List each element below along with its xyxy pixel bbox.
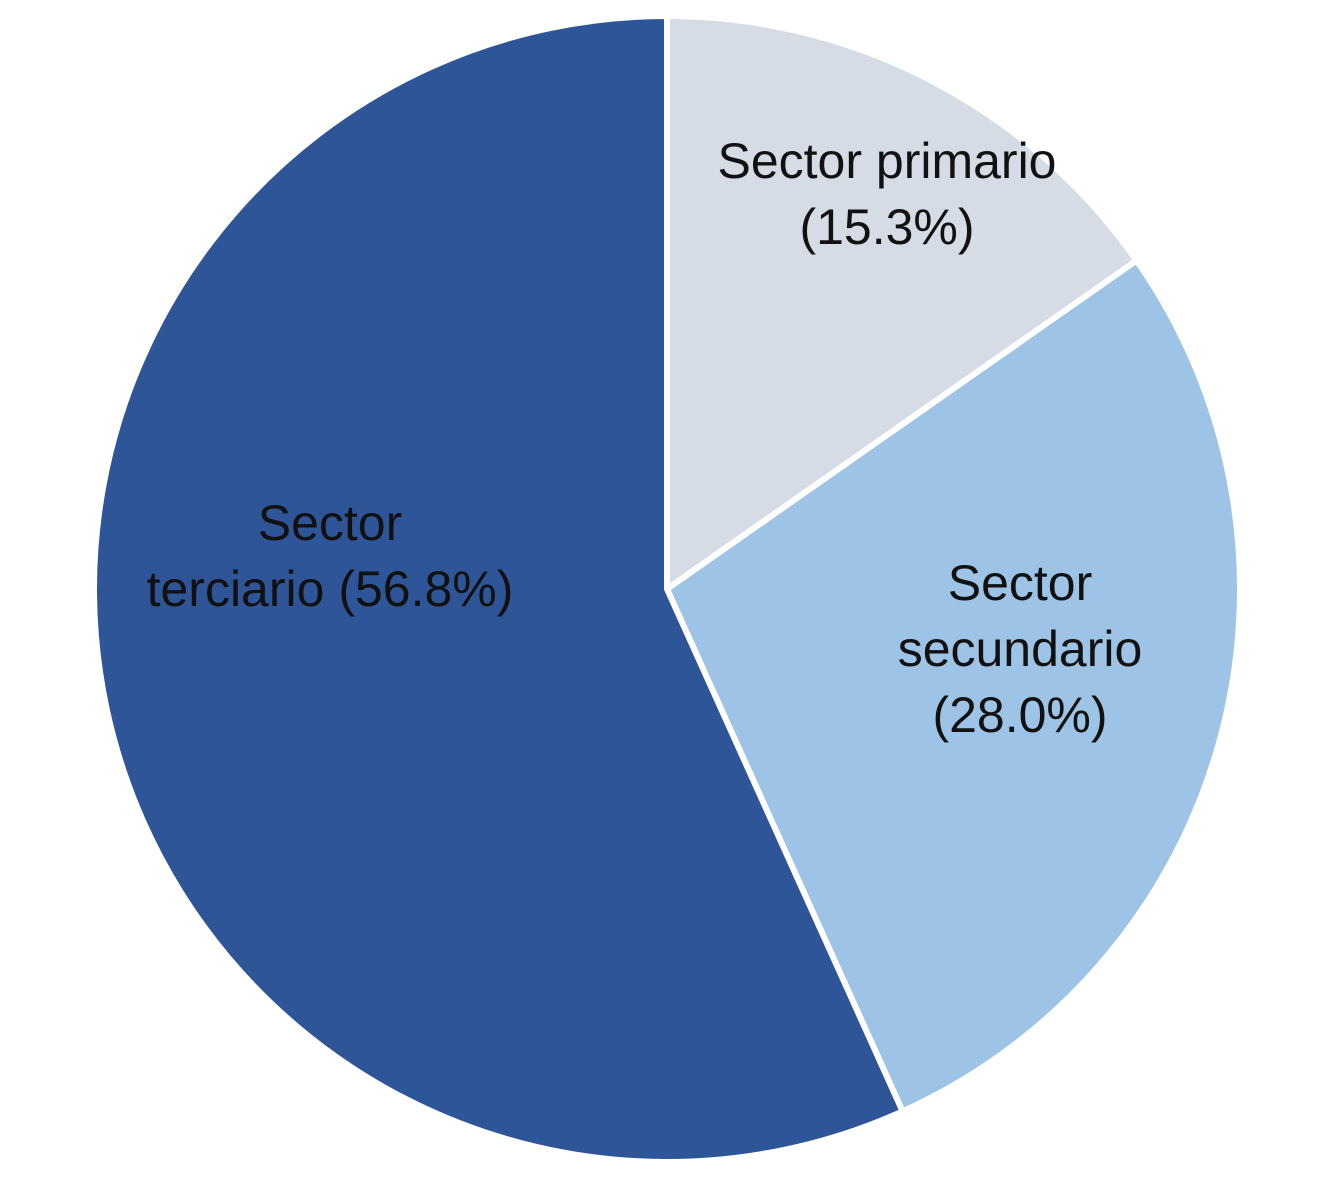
slice-label-sector-primario: Sector primario (15.3%) [718,133,1057,255]
slice-label-line: Sector [948,555,1093,611]
slice-label-line: terciario (56.8%) [147,561,514,617]
pie-labels: Sector primario (15.3%) Sector secundario (2… [147,133,1143,743]
slice-label-sector-secundario: Sector secundario (28.0%) [898,555,1143,743]
slice-label-sector-terciario: Sector terciario (56.8%) [147,495,514,617]
slice-label-line: Sector primario [718,133,1057,189]
pie-slice-sector-terciario [91,13,906,1165]
pie-slice-sector-secundario [664,257,1243,1115]
slice-label-line: Sector [258,495,403,551]
slice-label-line: secundario [898,621,1143,677]
pie-slices [91,13,1243,1165]
slice-label-line: (28.0%) [932,687,1107,743]
pie-slice-sector-primario [664,13,1140,592]
slice-label-line: (15.3%) [799,199,974,255]
